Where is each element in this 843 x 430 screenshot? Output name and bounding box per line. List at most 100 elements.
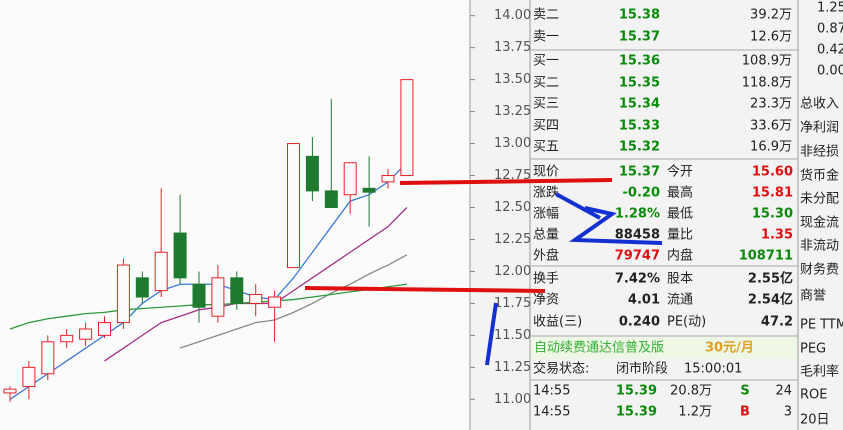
trade-cell: S <box>740 384 749 399</box>
trade-cell: 20.8万 <box>670 384 712 399</box>
status-label: 交易状态: <box>533 361 589 377</box>
order-volume: 23.3万 <box>750 97 792 112</box>
order-label: 卖一 <box>533 30 559 45</box>
order-volume: 118.8万 <box>742 76 792 91</box>
trade-cell: 14:55 <box>533 384 570 399</box>
annotation <box>304 286 546 293</box>
annotation <box>555 192 663 245</box>
side-value: 1.25 <box>817 1 843 16</box>
candle-body <box>400 79 414 177</box>
side-label: 商誉 <box>800 289 826 304</box>
trade-cell: 15.39 <box>616 405 657 420</box>
moving-average <box>9 283 407 330</box>
y-tick-label: 11.00 <box>494 392 531 407</box>
annotations <box>304 178 663 366</box>
order-price: 15.37 <box>619 30 660 45</box>
side-label: PE TTM <box>800 318 843 333</box>
trade-cell: 15.39 <box>616 384 657 399</box>
candle-body <box>116 264 130 324</box>
candle-body <box>230 277 244 304</box>
quote-value: 7.42% <box>615 272 660 287</box>
side-label: 净利润 <box>800 121 839 136</box>
candle-body <box>60 334 74 343</box>
candle-body <box>135 277 149 298</box>
quote-value: -0.20 <box>623 186 660 201</box>
side-label: 20日 <box>800 413 830 428</box>
candle-body <box>154 251 168 292</box>
candle-body <box>343 162 357 196</box>
trade-cell: 14:55 <box>533 405 570 420</box>
quote-label: 股本 <box>667 272 693 287</box>
side-value: 0.42 <box>817 43 843 58</box>
side-label: 总收入 <box>800 97 839 112</box>
y-tick-label: 14.00 <box>494 8 531 23</box>
order-price: 15.35 <box>619 76 660 91</box>
candle-body <box>287 143 300 269</box>
moving-average <box>179 254 408 349</box>
trade-cell: B <box>740 405 750 420</box>
banner-price: 30元/月 <box>705 341 754 356</box>
quote-label: 涨幅 <box>533 207 559 222</box>
trade-cell: 24 <box>775 384 792 399</box>
y-tick-label: 12.25 <box>494 232 531 247</box>
quote-label: 内盘 <box>667 248 693 264</box>
candle-body <box>41 341 55 375</box>
order-price: 15.34 <box>619 97 660 112</box>
candle-body <box>324 190 338 208</box>
side-label: PEG <box>800 342 826 357</box>
quote-value: 79747 <box>615 249 660 264</box>
quote-label: 外盘 <box>533 248 559 264</box>
status-time: 15:00:01 <box>684 362 742 377</box>
quote-label: 流通 <box>667 293 693 308</box>
y-tick-label: 11.50 <box>494 328 531 343</box>
y-tick-label: 13.75 <box>494 40 531 55</box>
price-axis <box>470 0 530 430</box>
order-price: 15.33 <box>619 119 660 134</box>
side-label: 现金流 <box>800 215 839 231</box>
side-label: 非经损 <box>800 145 839 160</box>
candle-body <box>3 388 17 394</box>
quote-value: 2.55亿 <box>748 271 793 287</box>
order-price: 15.36 <box>619 54 660 69</box>
side-value: 0.00 <box>817 64 843 79</box>
order-volume: 16.9万 <box>750 140 792 155</box>
moving-average <box>9 162 408 400</box>
trade-cell: 1.2万 <box>678 405 712 420</box>
order-label: 买四 <box>533 119 559 134</box>
quote-label: 最高 <box>667 185 693 201</box>
banner-text: 自动续费通达信普及版 <box>534 341 664 356</box>
quote-value: 15.81 <box>752 186 793 201</box>
order-price: 15.38 <box>619 8 660 23</box>
side-label: ROE <box>800 388 827 403</box>
side-label: 货币金 <box>800 168 839 184</box>
quote-label: 净资 <box>533 293 559 308</box>
quote-label: 量比 <box>667 228 693 243</box>
content: 14.0013.7513.5013.2513.0012.7512.5012.25… <box>3 1 843 428</box>
order-label: 买一 <box>533 54 559 69</box>
banner-bg <box>531 337 797 359</box>
side-label: 财务费 <box>800 262 839 278</box>
side-label: 毛利率 <box>800 364 839 380</box>
y-tick-label: 12.00 <box>494 264 531 279</box>
quote-value: 1.35 <box>761 228 793 243</box>
chart-area <box>0 0 470 430</box>
order-label: 买三 <box>533 97 559 112</box>
y-tick-label: 13.00 <box>494 136 531 151</box>
y-tick-label: 13.50 <box>494 72 531 87</box>
annotation <box>485 302 498 366</box>
y-tick-label: 12.50 <box>494 200 531 215</box>
order-price: 15.32 <box>619 140 660 155</box>
candle-body <box>211 277 225 317</box>
quote-value: 47.2 <box>761 315 793 330</box>
side-label: 非流动 <box>800 239 839 254</box>
order-volume: 12.6万 <box>750 30 792 45</box>
quote-value: 2.54亿 <box>748 292 793 308</box>
quote-label: 最低 <box>667 207 693 222</box>
quote-value: -1.28% <box>610 207 661 222</box>
candle-body <box>249 293 263 304</box>
y-tick-label: 11.25 <box>494 360 531 375</box>
candle-body <box>381 175 395 183</box>
y-tick-label: 13.25 <box>494 104 531 119</box>
quote-value: 15.30 <box>752 207 793 222</box>
quote-value: 0.240 <box>619 315 660 330</box>
